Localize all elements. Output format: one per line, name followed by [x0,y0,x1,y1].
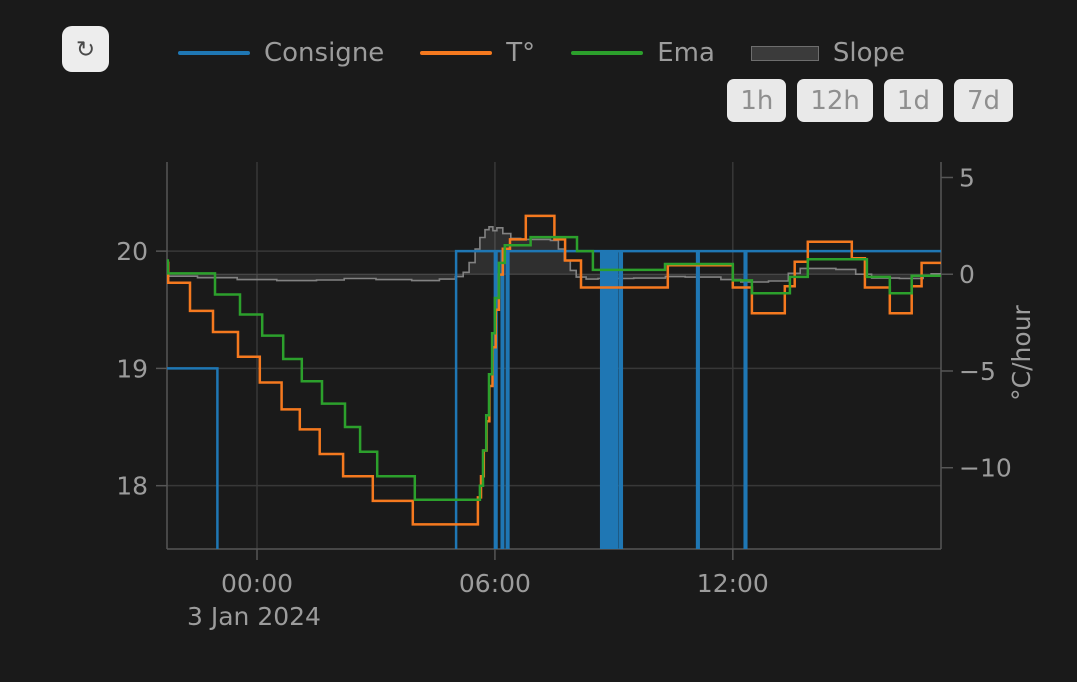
series-layer [167,214,941,549]
consigne-line-swatch [178,51,250,55]
range-button-1d[interactable]: 1d [883,79,943,122]
slope-series-line [167,226,941,283]
y-right-tick-label: −10 [959,454,1012,483]
ema-series-line [167,235,941,501]
ema-line-swatch [571,51,644,55]
legend-item-temperature[interactable]: T° [420,38,535,68]
y-right-tick-label: −5 [959,357,996,386]
temperature-line-swatch [420,51,493,55]
y-left-tick-label: 19 [116,354,148,383]
consigne-series-line [167,249,941,549]
refresh-button[interactable]: ↻ [62,26,109,72]
x-tick-label: 00:00 [221,569,293,598]
legend-label: Slope [832,38,906,68]
y-left-tick-label: 18 [116,472,148,501]
range-button-1h[interactable]: 1h [727,79,787,122]
legend-label: Ema [657,38,715,68]
legend-label: Consigne [264,38,385,68]
x-tick-label: 06:00 [459,569,531,598]
y-left-tick-label: 20 [116,237,148,266]
range-button-12h[interactable]: 12h [797,79,873,122]
legend-item-ema[interactable]: Ema [571,38,715,68]
legend-item-consigne[interactable]: Consigne [178,38,384,68]
legend: Consigne T° Ema Slope [178,38,905,68]
legend-item-slope[interactable]: Slope [750,38,906,68]
refresh-icon: ↻ [75,36,96,62]
range-button-7d[interactable]: 7d [953,79,1013,122]
y-right-tick-label: 5 [959,163,975,192]
y-right-axis-title: °C/hour [1007,304,1036,400]
slope-area-swatch [750,45,819,61]
temperature-series-line [167,214,941,526]
x-tick-label: 12:00 [697,569,769,598]
x-axis-date-label: 3 Jan 2024 [187,602,321,631]
y-right-tick-label: 0 [959,260,975,289]
legend-label: T° [506,38,536,68]
range-buttons: 1h 12h 1d 7d [727,79,1013,122]
